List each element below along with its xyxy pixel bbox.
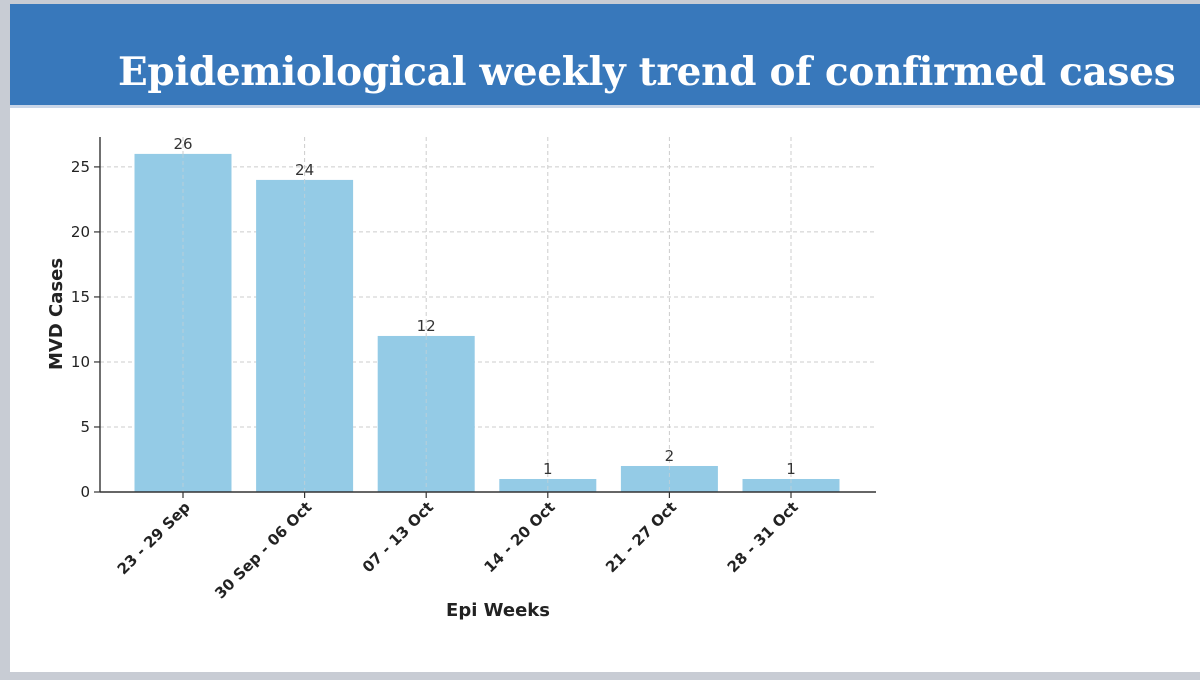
y-tick-label: 25: [71, 158, 90, 176]
y-tick-label: 15: [71, 288, 90, 306]
x-tick-label: 14 - 20 Oct: [481, 498, 559, 576]
data-label: 1: [543, 460, 553, 478]
data-label: 12: [417, 317, 436, 335]
y-tick-label: 5: [80, 418, 90, 436]
bar: [742, 478, 840, 492]
title-banner: Epidemiological weekly trend of confirme…: [10, 4, 1200, 108]
bar-chart: 0 5 10 15 20 25 23 - 29 Sep 30 Sep - 06 Oct 07 -…: [46, 135, 876, 621]
data-label: 26: [173, 135, 192, 153]
data-label: 1: [786, 460, 796, 478]
y-tick-label: 10: [71, 353, 90, 371]
data-label: 24: [295, 161, 314, 179]
data-label: 2: [665, 447, 675, 465]
x-tick-label: 30 Sep - 06 Oct: [211, 498, 315, 602]
x-axis-title: Epi Weeks: [446, 600, 550, 621]
y-axis-title: MVD Cases: [46, 258, 67, 370]
bar: [499, 478, 597, 492]
x-tick-label: 28 - 31 Oct: [724, 498, 802, 576]
x-tick-label: 21 - 27 Oct: [602, 498, 680, 576]
y-tick-label: 0: [80, 483, 90, 501]
slide: Epidemiological weekly trend of confirme…: [10, 4, 1200, 672]
bars: [134, 153, 840, 492]
x-tick-label: 07 - 13 Oct: [359, 498, 437, 576]
slide-title: Epidemiological weekly trend of confirme…: [118, 49, 1176, 95]
x-tick-label: 23 - 29 Sep: [114, 498, 194, 578]
y-tick-label: 20: [71, 223, 90, 241]
